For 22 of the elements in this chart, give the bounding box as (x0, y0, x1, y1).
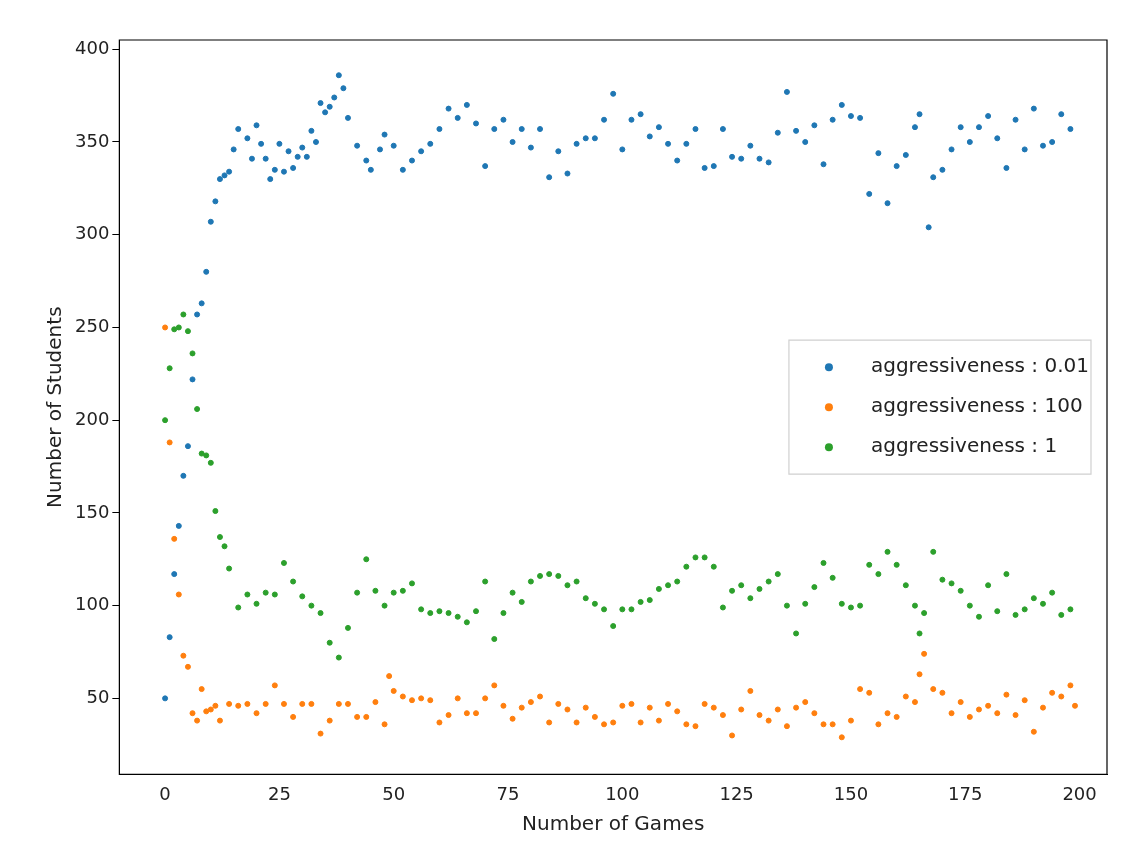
x-tick-label: 25 (267, 782, 291, 804)
x-tick-label: 50 (382, 782, 406, 804)
y-tick-label: 50 (86, 686, 110, 708)
x-tick-label: 200 (1062, 782, 1097, 804)
y-tick-label: 400 (75, 36, 110, 58)
legend-label: aggressiveness : 100 (870, 393, 1083, 418)
y-tick-label: 350 (75, 129, 110, 151)
y-tick-label: 250 (75, 315, 110, 337)
legend-label: aggressiveness : 1 (870, 433, 1058, 458)
x-tick-label: 100 (605, 782, 640, 804)
x-tick-label: 0 (159, 782, 171, 804)
y-tick-label: 300 (75, 222, 110, 244)
x-tick-label: 175 (948, 782, 983, 804)
y-tick-label: 200 (75, 407, 110, 429)
y-tick-label: 150 (75, 500, 110, 522)
x-axis-title: Number of Games (522, 811, 705, 836)
y-axis-title: Number of Students (42, 306, 67, 508)
y-tick-label: 100 (75, 593, 110, 615)
legend-label: aggressiveness : 0.01 (870, 353, 1089, 378)
x-tick-label: 125 (719, 782, 754, 804)
x-tick-label: 75 (496, 782, 520, 804)
x-tick-label: 150 (833, 782, 869, 804)
